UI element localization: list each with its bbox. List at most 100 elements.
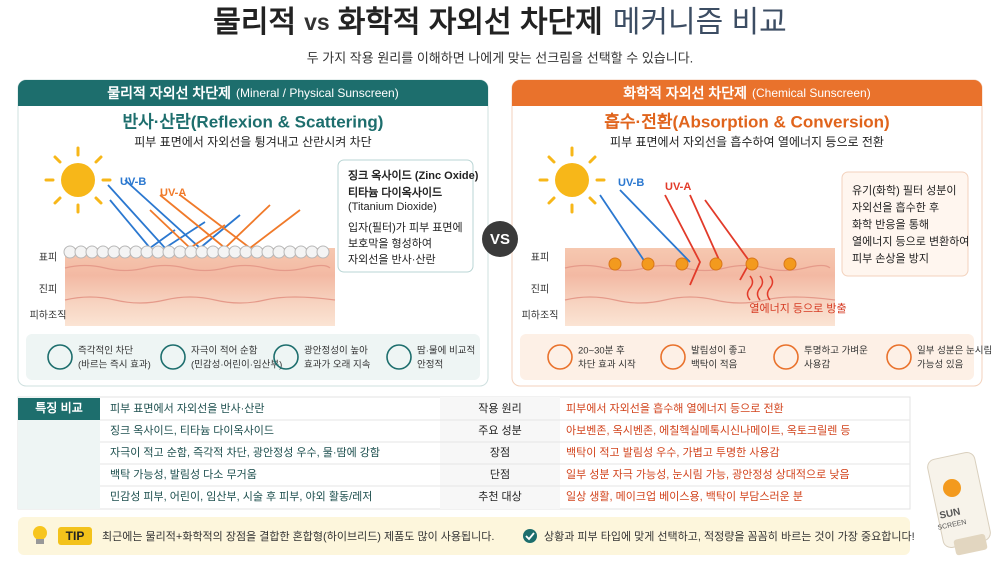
panel-title-en: (Mineral / Physical Sunscreen) (236, 86, 399, 100)
tip-note: 상황과 피부 타입에 맞게 선택하고, 적정량을 꼼꼼히 바르는 것이 가장 중… (544, 529, 915, 543)
tip-badge (58, 527, 92, 545)
mineral-particle (272, 245, 286, 259)
tip-text: 최근에는 물리적+화학적의 장점을 결합한 혼합형(하이브리드) 제품도 많이 … (102, 529, 494, 543)
info-line: 화학 반응을 통해 (852, 217, 929, 231)
criterion-cell: 작용 원리 (478, 402, 522, 415)
filter-molecule (783, 257, 797, 271)
filter-molecule (641, 257, 655, 271)
chemical-cell: 아보벤존, 옥시벤존, 에칠헥실메톡시신나메이트, 옥토크릴렌 등 (566, 424, 851, 437)
mineral-cell: 자극이 적고 순함, 즉각적 차단, 광안정성 우수, 물·땀에 강함 (110, 446, 380, 459)
mineral-particle (162, 245, 176, 259)
panel-description: 피부 표면에서 자외선을 튕겨내고 산란시켜 차단 (134, 135, 371, 149)
feature-icon (160, 344, 186, 370)
mineral-cell: 피부 표면에서 자외선을 반사·산란 (110, 402, 265, 415)
chemical-cell: 피부에서 자외선을 흡수해 열에너지 등으로 전환 (566, 401, 784, 415)
feature-text: 광안정성이 높아 (304, 345, 368, 357)
info-line: 보호막을 형성하여 (348, 236, 432, 250)
feature-icon (886, 344, 912, 370)
sunscreen-tube (927, 451, 991, 556)
title: 물리적 vs 화학적 자외선 차단제 메커니즘 비교 (213, 6, 786, 39)
mineral-particle (261, 245, 275, 259)
criterion-cell: 추천 대상 (478, 489, 522, 503)
chemical-cell: 백탁이 적고 발림성 우수, 가볍고 투명한 사용감 (566, 446, 780, 459)
feature-text: 효과가 오래 지속 (304, 360, 371, 371)
panel-title-ko: 물리적 자외선 차단제 (107, 85, 231, 101)
mineral-particle (184, 245, 198, 259)
mineral-particle (96, 245, 110, 259)
mineral-particle (151, 245, 165, 259)
chemical-cell: 일상 생활, 메이크업 베이스용, 백탁이 부담스러운 분 (566, 489, 803, 503)
mineral-header (18, 80, 488, 106)
layer-label: 진피 (531, 284, 549, 296)
mineral-particle (85, 245, 99, 259)
info-line: 자외선을 반사·산란 (348, 253, 436, 266)
feature-icon (547, 344, 573, 370)
mineral-particle (74, 245, 88, 259)
mineral-particle (228, 245, 242, 259)
criterion-cell: 주요 성분 (478, 424, 522, 437)
feature-icon (273, 344, 299, 370)
panel-heading: 흡수·전환(Absorption & Conversion) (604, 111, 889, 131)
mineral-particle (173, 245, 187, 259)
mineral-particle (239, 245, 253, 259)
mineral-cell: 백탁 가능성, 발림성 다소 무거움 (110, 468, 257, 481)
filter-molecule (709, 257, 723, 271)
layer-label: 피하조직 (30, 309, 67, 322)
mineral-particle (294, 245, 308, 259)
layer-label: 표피 (39, 252, 57, 264)
chemical-cell: 일부 성분 자극 가능성, 눈시림 가능, 광안정성 상대적으로 낮음 (566, 467, 850, 481)
info-box (841, 171, 969, 277)
check-mark (525, 532, 535, 541)
info-line: 열에너지 등으로 변환하여 (852, 234, 969, 248)
feature-text: 사용감 (804, 359, 830, 371)
info-line: 유기(화학) 필터 성분이 (852, 184, 957, 197)
title-part: vs (304, 9, 330, 35)
title-part: 화학적 자외선 차단제 (338, 6, 603, 39)
mineral-particle (250, 245, 264, 259)
panel-title: 화학적 자외선 차단제 (Chemical Sunscreen) (623, 85, 870, 101)
panel-title-en: (Chemical Sunscreen) (752, 86, 871, 100)
mineral-particle (63, 245, 77, 259)
mineral-cell: 징크 옥사이드, 티타늄 다이옥사이드 (110, 424, 274, 437)
feature-icon (773, 344, 799, 370)
check-icon (523, 529, 537, 543)
panel-title-ko: 화학적 자외선 차단제 (623, 85, 747, 101)
feature-text: 발림성이 좋고 (691, 345, 746, 357)
mineral-particle (316, 245, 330, 259)
vs-text: VS (490, 231, 510, 248)
mineral-particle (118, 245, 132, 259)
sun-icon (44, 146, 112, 214)
info-line: 피부 손상을 방지 (852, 252, 929, 265)
feature-text: 가능성 있음 (917, 359, 964, 371)
subtitle: 두 가지 작용 원리를 이해하면 나에게 맞는 선크림을 선택할 수 있습니다. (307, 50, 694, 65)
panel-heading: 반사·산란(Reflexion & Scattering) (123, 112, 384, 131)
layer-label: 진피 (39, 284, 57, 296)
tip-bar (18, 517, 910, 555)
feature-text: (민감성·어린이·임산부) (191, 359, 282, 371)
vs-badge (482, 221, 518, 257)
info-line: 티타늄 다이옥사이드 (348, 185, 442, 199)
info-line: 징크 옥사이드 (Zinc Oxide) (348, 168, 479, 182)
feature-text: 안정적 (417, 359, 443, 371)
mineral-particle (129, 245, 143, 259)
ray-label: UV-B (120, 176, 146, 188)
mineral-particle (107, 245, 121, 259)
heat-label: 열에너지 등으로 방출 (749, 302, 846, 315)
ray-label: UV-B (618, 177, 644, 189)
criterion-cell: 단점 (490, 468, 510, 481)
filter-molecule (745, 257, 759, 271)
feature-text: 투명하고 가벼운 (804, 345, 868, 357)
ray-label: UV-A (160, 187, 186, 199)
table-label: 특징 비교 (35, 400, 83, 415)
skin-texture (64, 264, 336, 304)
mineral-particle (305, 245, 319, 259)
tube-label: SUN (939, 507, 962, 522)
criterion-column (440, 397, 560, 509)
feature-icon (660, 344, 686, 370)
feature-strip (26, 334, 480, 380)
bulb-icon (33, 526, 47, 544)
skin (65, 248, 335, 326)
tip-badge-text: TIP (66, 529, 85, 543)
